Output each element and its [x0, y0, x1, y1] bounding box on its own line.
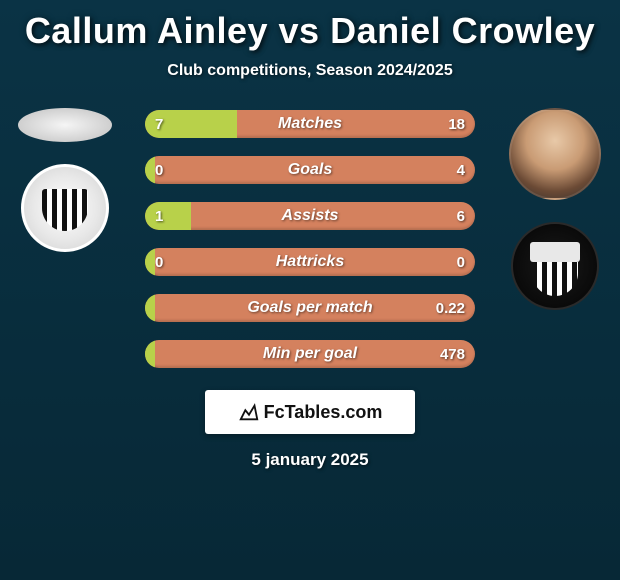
- stat-label: Hattricks: [145, 248, 475, 276]
- left-player-column: [0, 108, 130, 252]
- stat-label: Min per goal: [145, 340, 475, 368]
- stat-value-right: 0: [457, 248, 465, 276]
- stat-label: Assists: [145, 202, 475, 230]
- stat-label: Goals per match: [145, 294, 475, 322]
- stat-row: Goals per match0.22: [145, 294, 475, 322]
- stat-value-right: 6: [457, 202, 465, 230]
- stat-label: Matches: [145, 110, 475, 138]
- player-left-club-badge: [21, 164, 109, 252]
- snapshot-date: 5 january 2025: [0, 450, 620, 470]
- branding-badge: FcTables.com: [205, 390, 415, 434]
- content-area: 7Matches180Goals41Assists60Hattricks0Goa…: [0, 108, 620, 368]
- stat-row: Min per goal478: [145, 340, 475, 368]
- stats-container: 7Matches180Goals41Assists60Hattricks0Goa…: [145, 108, 475, 368]
- stat-row: 7Matches18: [145, 110, 475, 138]
- fctables-logo-icon: [238, 401, 260, 423]
- page-title: Callum Ainley vs Daniel Crowley: [0, 0, 620, 52]
- stat-value-right: 0.22: [436, 294, 465, 322]
- player-right-avatar: [509, 108, 601, 200]
- stat-row: 0Hattricks0: [145, 248, 475, 276]
- stat-row: 1Assists6: [145, 202, 475, 230]
- branding-text: FcTables.com: [264, 402, 383, 423]
- player-left-avatar-placeholder: [18, 108, 112, 142]
- player-right-club-badge: [511, 222, 599, 310]
- right-player-column: [500, 108, 610, 310]
- stat-value-right: 478: [440, 340, 465, 368]
- stat-value-right: 18: [448, 110, 465, 138]
- stat-row: 0Goals4: [145, 156, 475, 184]
- page-subtitle: Club competitions, Season 2024/2025: [0, 62, 620, 80]
- stat-value-right: 4: [457, 156, 465, 184]
- stat-label: Goals: [145, 156, 475, 184]
